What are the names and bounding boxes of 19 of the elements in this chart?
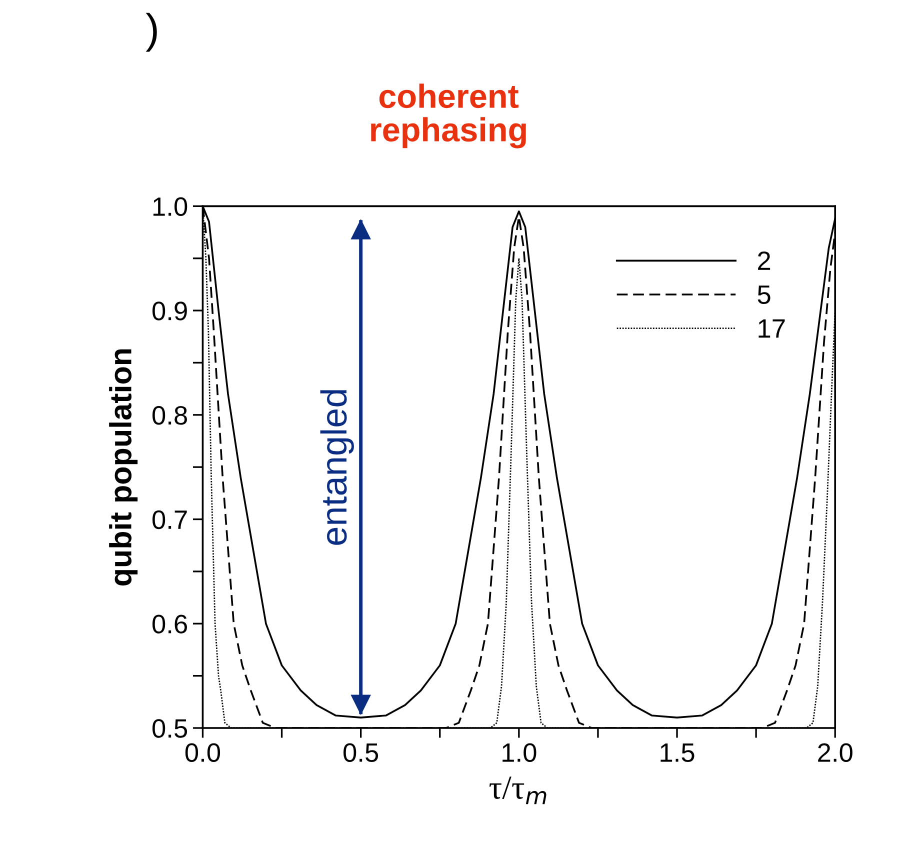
y-tick-label: 1.0 <box>153 197 188 216</box>
chart-title: coherent rephasing <box>371 84 526 148</box>
text: ) <box>146 12 157 52</box>
legend-label: 5 <box>758 286 770 304</box>
y-tick-label: 0.7 <box>152 510 187 530</box>
y-tick-label: 0.9 <box>152 302 187 320</box>
x-axis-title: τ/τ$_{m}$ <box>489 776 546 804</box>
x-tick-label: 1.5 <box>660 744 694 762</box>
legend-label: 2 <box>758 251 770 270</box>
x-tick-label: 0.5 <box>344 743 378 762</box>
ref-line-label: entangled <box>320 390 354 545</box>
y-tick-label: 0.5 <box>152 719 188 738</box>
x-tick-label: 1.0 <box>502 743 536 762</box>
x-tick-label: 2.0 <box>818 743 852 762</box>
y-axis-title: qubit population <box>109 349 138 586</box>
legend-label: 17 <box>758 319 785 338</box>
y-tick-label: 0.8 <box>152 406 187 425</box>
x-tick-label: 0.0 <box>185 743 220 762</box>
y-tick-label: 0.6 <box>152 614 187 634</box>
